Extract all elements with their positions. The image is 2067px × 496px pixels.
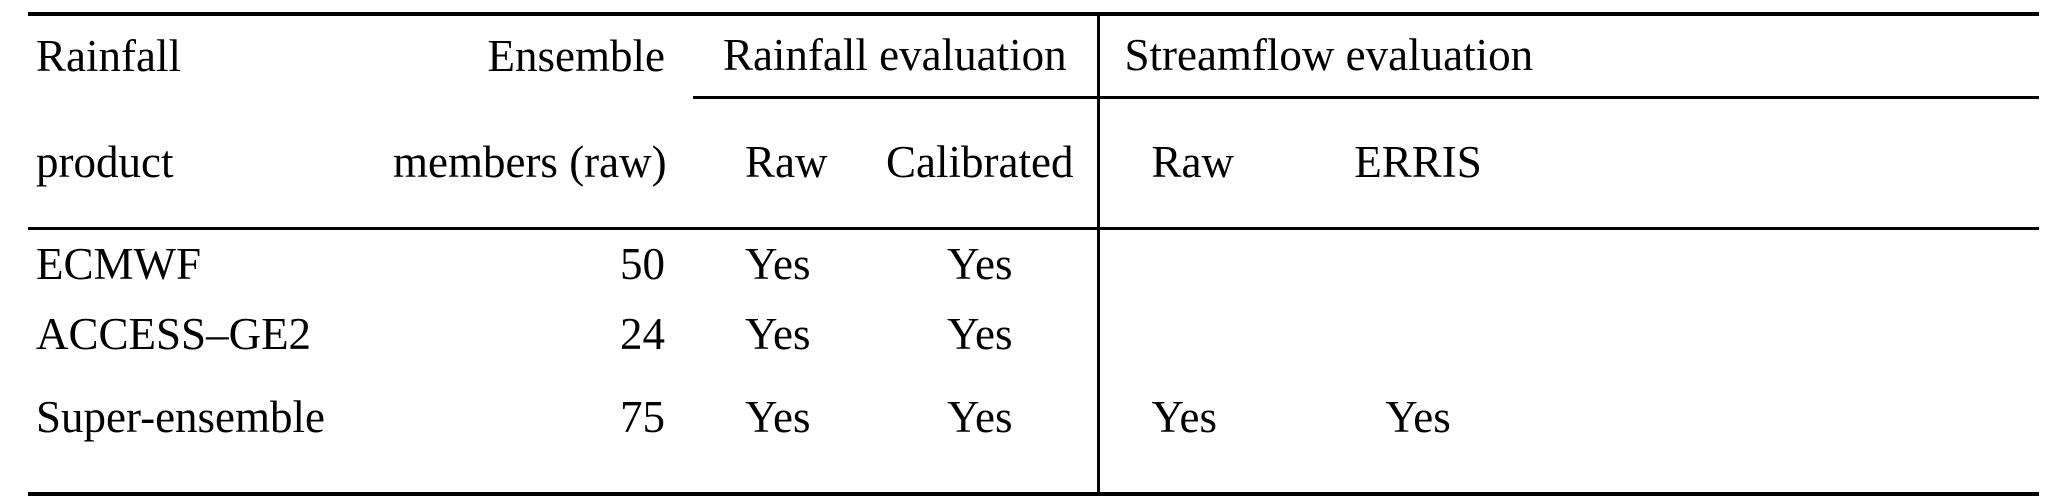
cell-rain-raw: Yes	[745, 392, 811, 443]
header-rain-calibrated: Calibrated	[863, 97, 1099, 230]
header-filler	[1558, 14, 2039, 99]
header-filler-2	[1558, 97, 2039, 230]
header-ensemble: Ensemble	[487, 31, 665, 81]
cell-stream-erris	[1278, 229, 1558, 301]
table-row-access-ge2: ACCESS–GE2 24 Yes Yes	[28, 300, 2039, 370]
cell-filler	[1558, 370, 2039, 494]
cell-members: 24	[620, 309, 665, 360]
header-members-raw: members (raw)	[393, 97, 693, 230]
cell-stream-erris	[1278, 300, 1558, 370]
cell-rain-calibrated: Yes	[947, 309, 1013, 360]
cell-rain-raw: Yes	[745, 309, 811, 360]
cell-members: 50	[620, 239, 665, 290]
cell-rain-calibrated: Yes	[947, 392, 1013, 443]
header-row-groups: Rainfall Ensemble Rainfall evaluation St…	[28, 14, 2039, 99]
header-streamflow-evaluation: Streamflow evaluation	[1096, 14, 1559, 99]
cell-filler	[1558, 300, 2039, 370]
table-row-ecmwf: ECMWF 50 Yes Yes	[28, 228, 2039, 301]
header-rain-raw: Raw	[693, 97, 863, 230]
table-row-super-ensemble: Super-ensemble 75 Yes Yes Yes Yes	[28, 370, 2039, 494]
cell-product: ECMWF	[36, 239, 202, 290]
cell-rain-calibrated: Yes	[947, 239, 1013, 290]
cell-rain-raw: Yes	[745, 239, 811, 290]
cell-filler	[1558, 229, 2039, 301]
cell-stream-raw: Yes	[1096, 370, 1279, 494]
cell-members: 75	[620, 392, 665, 443]
header-stream-raw: Raw	[1096, 97, 1279, 230]
cell-product: ACCESS–GE2	[36, 309, 312, 360]
cell-product: Super-ensemble	[36, 392, 326, 443]
cell-stream-erris: Yes	[1385, 392, 1451, 443]
header-rainfall: Rainfall	[36, 31, 181, 81]
cell-stream-raw	[1096, 300, 1279, 370]
header-rainfall-evaluation: Rainfall evaluation	[693, 14, 1099, 99]
header-row-columns: product members (raw) Raw Calibrated Raw…	[28, 97, 2039, 230]
header-stream-erris: ERRIS	[1278, 97, 1559, 230]
cell-stream-raw	[1096, 228, 1279, 300]
evaluation-summary-table: Rainfall Ensemble Rainfall evaluation St…	[28, 12, 2039, 496]
header-product: product	[28, 97, 393, 230]
